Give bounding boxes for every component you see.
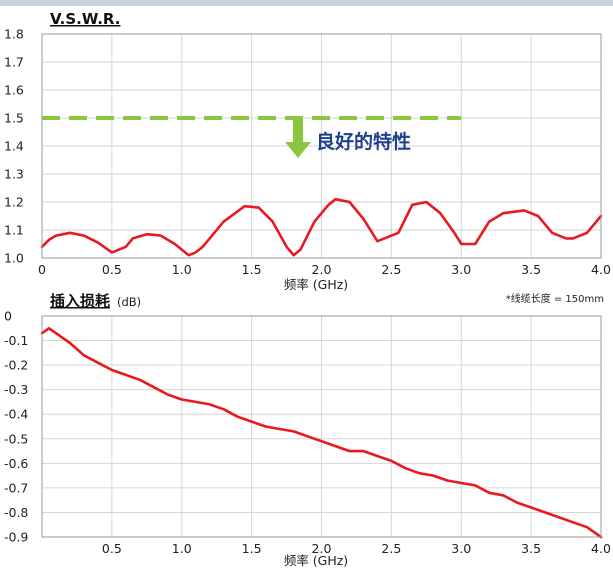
plot-frame: [41, 315, 602, 538]
y-tick-label: 1.0: [4, 251, 24, 266]
y-tick-label: -0.2: [4, 358, 28, 373]
vswr-x-axis-label: 频率 (GHz): [284, 277, 348, 292]
good-characteristics-annotation: 良好的特性: [316, 130, 411, 153]
vswr-series: [40, 197, 603, 257]
vswr-title: V.S.W.R.: [50, 10, 120, 28]
data-line: [40, 326, 603, 539]
x-tick-label: 0.5: [102, 541, 122, 556]
x-tick-label: 3.0: [451, 262, 471, 277]
y-tick-label: 1.7: [4, 55, 24, 70]
y-tick-label: -0.7: [4, 480, 28, 495]
y-tick-label: -0.4: [4, 407, 28, 422]
x-tick-label: 1.0: [172, 262, 192, 277]
insertion-loss-series: [40, 326, 603, 539]
insertion-loss-unit: (dB): [117, 295, 141, 309]
x-tick-label: 3.5: [521, 262, 541, 277]
x-tick-label: 2.0: [312, 262, 332, 277]
y-tick-label: -0.5: [4, 431, 28, 446]
plot-frame: [41, 33, 602, 259]
x-tick-label: 2.5: [381, 541, 401, 556]
y-tick-label: -0.9: [4, 530, 28, 545]
y-tick-label: 1.8: [4, 27, 24, 42]
y-tick-label: 1.1: [4, 223, 24, 238]
x-tick-label: 2.0: [312, 541, 332, 556]
down-arrow-icon: [285, 118, 311, 158]
insertion-loss-x-axis-label: 频率 (GHz): [284, 553, 348, 568]
data-line: [40, 197, 603, 257]
y-tick-label: 0: [4, 309, 12, 324]
x-tick-label: 4.0: [591, 541, 611, 556]
insertion-loss-axis: 0.5 1.0 1.5 2.0 2.5 3.0 3.5 4.0 0 -0.1 -0.2 -0.3 -0.…: [4, 309, 611, 557]
y-tick-label: 1.2: [4, 195, 24, 210]
x-tick-label: 4.0: [591, 262, 611, 277]
vswr-axis: 0 0.5 1.0 1.5 2.0 2.5 3.0 3.5 4.0 1.0 1.1 1.2 1.3 1.4…: [4, 27, 611, 278]
y-tick-label: 1.5: [4, 111, 24, 126]
y-tick-label: -0.1: [4, 333, 28, 348]
y-tick-label: 1.3: [4, 167, 24, 182]
y-tick-label: 1.6: [4, 83, 24, 98]
x-tick-label: 1.5: [242, 541, 262, 556]
top-divider: [0, 0, 613, 6]
insertion-loss-title: 插入损耗: [50, 292, 110, 310]
x-tick-label: 3.5: [521, 541, 541, 556]
y-tick-label: 1.4: [4, 139, 24, 154]
x-tick-label: 1.5: [242, 262, 262, 277]
cable-length-note: *线缆长度 = 150mm: [506, 292, 604, 305]
x-tick-label: 3.0: [451, 541, 471, 556]
x-tick-label: 0: [38, 262, 46, 277]
y-tick-label: -0.3: [4, 382, 28, 397]
x-tick-label: 0.5: [102, 262, 122, 277]
x-tick-label: 1.0: [172, 541, 192, 556]
y-tick-label: -0.6: [4, 456, 28, 471]
x-tick-label: 2.5: [381, 262, 401, 277]
y-tick-label: -0.8: [4, 505, 28, 520]
